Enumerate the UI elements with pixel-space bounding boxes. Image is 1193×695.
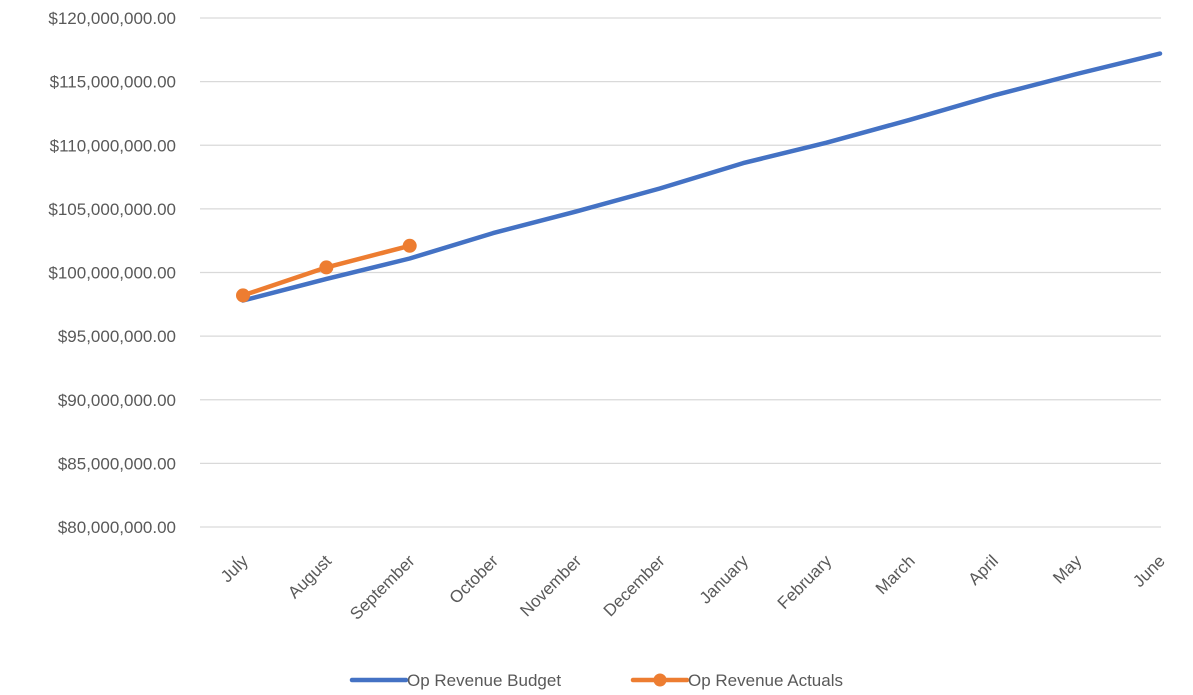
y-tick-label: $120,000,000.00 xyxy=(48,9,176,28)
x-tick-label: September xyxy=(346,551,418,623)
y-tick-label: $105,000,000.00 xyxy=(48,200,176,219)
x-tick-label: July xyxy=(217,551,252,586)
x-tick-label: June xyxy=(1129,551,1169,591)
x-tick-label: November xyxy=(516,551,585,620)
legend-label: Op Revenue Actuals xyxy=(688,671,843,690)
y-tick-label: $110,000,000.00 xyxy=(50,136,176,155)
x-tick-label: January xyxy=(696,551,753,608)
data-point xyxy=(319,260,334,275)
legend: Op Revenue Budget Op Revenue Actuals xyxy=(349,671,843,690)
data-point xyxy=(402,238,417,253)
data-point xyxy=(236,288,250,303)
y-tick-label: $80,000,000.00 xyxy=(58,518,176,537)
x-tick-label: October xyxy=(446,551,502,607)
x-tick-label: May xyxy=(1049,551,1085,587)
x-tick-label: February xyxy=(774,551,836,613)
x-tick-label: August xyxy=(284,551,335,602)
y-tick-label: $85,000,000.00 xyxy=(58,454,176,473)
y-tick-label: $95,000,000.00 xyxy=(58,327,176,346)
series-line-0 xyxy=(240,51,1163,303)
x-axis-tick-labels: July August September October November Decemb… xyxy=(217,551,1169,624)
y-axis-tick-labels: $80,000,000.00 $85,000,000.00 $90,000,000.… xyxy=(48,9,176,537)
series-lines xyxy=(236,51,1163,303)
y-tick-label: $100,000,000.00 xyxy=(48,264,176,283)
legend-label: Op Revenue Budget xyxy=(407,671,561,690)
x-tick-label: April xyxy=(965,551,1002,588)
x-tick-label: December xyxy=(600,551,669,620)
legend-marker xyxy=(653,673,667,687)
x-tick-label: March xyxy=(872,551,919,598)
y-tick-label: $115,000,000.00 xyxy=(50,73,176,92)
y-tick-label: $90,000,000.00 xyxy=(58,391,176,410)
